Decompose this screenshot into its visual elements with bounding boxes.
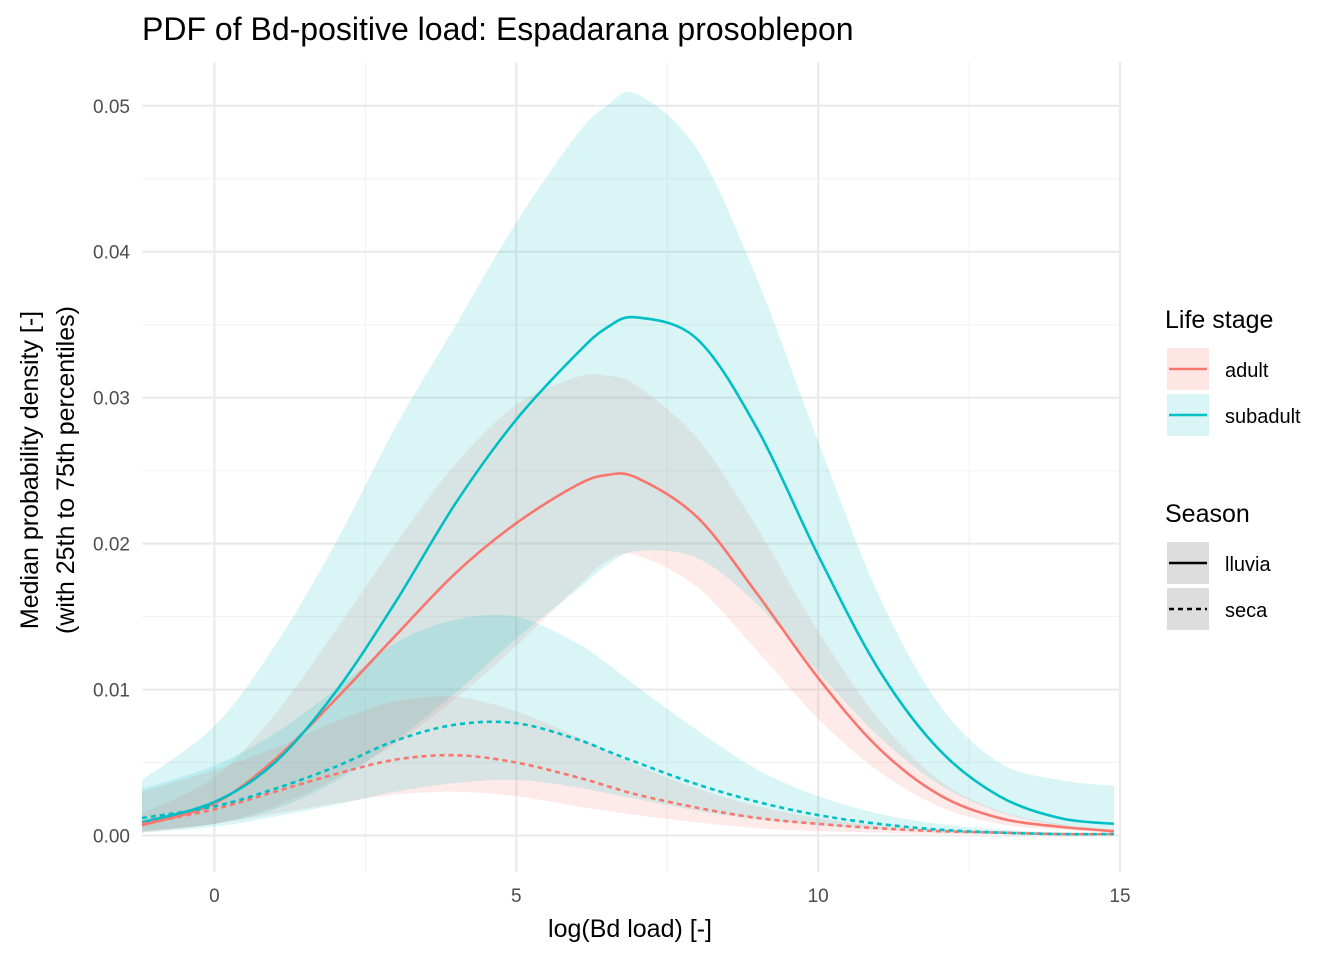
y-tick-label: 0.02	[93, 535, 130, 556]
median-line-adult-lluvia	[141, 472, 1115, 833]
legend-item-seca: seca	[1167, 588, 1268, 630]
grid	[142, 62, 1122, 872]
legend-item-adult: adult	[1167, 348, 1269, 390]
x-axis-ticks: 0 5 10 15	[209, 886, 1130, 907]
y-axis-title-line1: Median probability density [-]	[16, 311, 44, 629]
median-line-adult-seca	[141, 753, 1114, 836]
x-tick-label: 0	[209, 886, 220, 907]
y-axis-title: Median probability density [-] (with 25t…	[16, 306, 80, 634]
legend-title-life-stage: Life stage	[1165, 306, 1273, 334]
y-tick-label: 0.03	[93, 389, 130, 410]
median-line-subadult-seca	[141, 720, 1114, 836]
median-lines	[141, 315, 1115, 836]
chart-title: PDF of Bd-positive load: Espadarana pros…	[142, 11, 854, 47]
ribbons	[142, 91, 1114, 836]
y-tick-label: 0.04	[93, 243, 130, 264]
x-tick-label: 15	[1109, 886, 1130, 907]
legend-title-season: Season	[1165, 500, 1250, 528]
legend-item-lluvia: lluvia	[1167, 542, 1271, 584]
y-tick-label: 0.05	[93, 97, 130, 118]
legend: Life stage adult subadult Season lluvia …	[1165, 306, 1301, 630]
legend-label-adult: adult	[1225, 360, 1269, 382]
ribbon-subadult-seca	[142, 614, 1114, 836]
x-axis-title: log(Bd load) [-]	[548, 915, 712, 943]
ribbon-adult-seca	[142, 696, 1114, 836]
x-tick-label: 5	[511, 886, 522, 907]
legend-item-subadult: subadult	[1167, 394, 1301, 436]
x-tick-label: 10	[808, 886, 829, 907]
legend-label-subadult: subadult	[1225, 406, 1301, 428]
y-axis-title-line2: (with 25th to 75th percentiles)	[52, 306, 80, 634]
y-tick-label: 0.01	[93, 681, 130, 702]
median-line-subadult-lluvia	[141, 315, 1115, 826]
y-axis-ticks: 0.00 0.01 0.02 0.03 0.04 0.05	[93, 97, 130, 848]
legend-label-lluvia: lluvia	[1225, 554, 1271, 576]
y-tick-label: 0.00	[93, 827, 130, 848]
legend-label-seca: seca	[1225, 600, 1268, 622]
ribbon-adult-lluvia	[142, 374, 1114, 833]
